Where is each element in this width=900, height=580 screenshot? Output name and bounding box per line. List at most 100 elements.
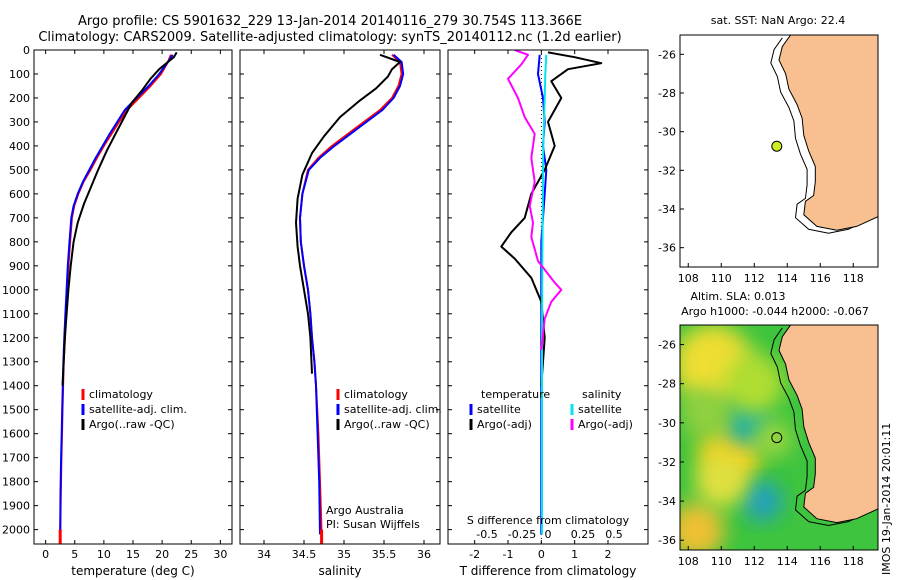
x-tick-label: 2 [605, 548, 612, 561]
x-tick-label: 5 [71, 548, 78, 561]
legend-entry: Argo(-adj) [578, 418, 633, 431]
sla-anomaly-7 [756, 420, 793, 457]
x-tick-label-top: -0.25 [508, 528, 536, 541]
salinity-series-1 [299, 54, 405, 535]
y-tick-label: -34 [658, 203, 676, 216]
x-tick-label: 15 [126, 548, 140, 561]
land [778, 35, 878, 267]
legend-entry: satellite-adj. clim. [89, 403, 187, 416]
y-tick-label: 200 [9, 92, 30, 105]
annotation: PI: Susan Wijffels [326, 518, 420, 531]
x-tick-label-top: 0.5 [605, 528, 623, 541]
y-tick-label: -32 [658, 164, 676, 177]
y-tick-label: 1400 [2, 380, 30, 393]
y-tick-label: -32 [658, 456, 676, 469]
sst_map-area [770, 35, 878, 267]
x-tick-label: 35 [337, 548, 351, 561]
y-tick-label: -28 [658, 87, 676, 100]
y-tick-label: -30 [658, 417, 676, 430]
x-tick-label: 25 [184, 548, 198, 561]
x-tick-label: 36 [417, 548, 431, 561]
x-tick-label: 118 [843, 272, 864, 285]
sla_map-area [680, 325, 878, 550]
shelf-contour [770, 37, 871, 234]
x-tick-label: 112 [744, 272, 765, 285]
y-tick-label: 1000 [2, 284, 30, 297]
y-tick-label: 800 [9, 236, 30, 249]
x-tick-label: -2 [469, 548, 480, 561]
shelf-contour [770, 327, 871, 527]
x-tick-label: 0 [42, 548, 49, 561]
sla-anomaly-5 [724, 353, 785, 414]
x-tick-label: 35.5 [372, 548, 397, 561]
legend-entry: satellite [477, 403, 521, 416]
legend-entry: Argo(..raw -QC) [89, 418, 175, 431]
x-tick-label: 108 [678, 272, 699, 285]
difference-series-1 [500, 51, 603, 386]
y-tick-label: 1300 [2, 356, 30, 369]
y-tick-label: -26 [658, 339, 676, 352]
legend-entry: Argo(-adj) [477, 418, 532, 431]
y-tick-label: -30 [658, 126, 676, 139]
x-tick-label: 114 [777, 555, 798, 568]
x-tick-label: 34.5 [292, 548, 317, 561]
map-title-line1: Altim. SLA: 0.013 [690, 290, 785, 303]
x-tick-label: 108 [678, 555, 699, 568]
y-tick-label: 900 [9, 260, 30, 273]
legend-entry: Argo(..raw -QC) [344, 418, 430, 431]
y-tick-label: -28 [658, 378, 676, 391]
y-tick-label: 700 [9, 212, 30, 225]
float-marker [771, 432, 783, 444]
sla-anomaly-4 [742, 481, 783, 522]
y-tick-label: -34 [658, 495, 676, 508]
y-tick-label: 1700 [2, 452, 30, 465]
temperature-series-2 [61, 51, 178, 386]
y-tick-label: -36 [658, 534, 676, 547]
map-title: sat. SST: NaN Argo: 22.4 [711, 14, 845, 27]
y-tick-label: 0 [23, 44, 30, 57]
y-tick-label: 500 [9, 164, 30, 177]
chart-title-line2: Climatology: CARS2009. Satellite-adjuste… [38, 30, 622, 45]
legend-entry: temperature [481, 388, 550, 401]
map-title-line2: Argo h1000: -0.044 h2000: -0.067 [681, 305, 869, 318]
salinity-series-0 [299, 54, 403, 535]
temperature-frame [33, 49, 233, 545]
y-tick-label: 1800 [2, 476, 30, 489]
sla_map-frame [679, 324, 879, 551]
x-tick-label: 0 [538, 548, 545, 561]
x-tick-label: 118 [843, 555, 864, 568]
temperature-plot [59, 51, 178, 535]
x-tick-label: 110 [711, 555, 732, 568]
temperature-series-0 [59, 54, 172, 535]
x-axis-label: salinity [318, 564, 361, 578]
y-tick-label: 300 [9, 116, 30, 129]
imos-stamp: IMOS 19-Jan-2014 20:01:11 [880, 422, 893, 575]
difference-plot [500, 50, 603, 544]
y-tick-label: 1900 [2, 500, 30, 513]
sst_map-frame [679, 34, 879, 268]
chart-title-line1: Argo profile: CS 5901632_229 13-Jan-2014… [77, 14, 583, 29]
annotation: Argo Australia [326, 504, 404, 517]
y-tick-label: 400 [9, 140, 30, 153]
float-marker [771, 140, 783, 152]
y-tick-label: 100 [9, 68, 30, 81]
sla-anomaly-8 [680, 388, 730, 439]
difference-series-2 [541, 54, 548, 535]
x-tick-label: 1 [571, 548, 578, 561]
y-tick-label: -36 [658, 242, 676, 255]
salinity-frame [239, 49, 441, 545]
y-tick-label: 1200 [2, 332, 30, 345]
y-tick-label: 600 [9, 188, 30, 201]
land [778, 325, 878, 550]
x-tick-label: 116 [810, 272, 831, 285]
legend-entry: satellite [578, 403, 622, 416]
x-axis-label-top: S difference from climatology [467, 514, 630, 527]
x-tick-label: 20 [155, 548, 169, 561]
legend-entry: climatology [344, 388, 408, 401]
y-tick-label: -26 [658, 48, 676, 61]
x-tick-label: 116 [810, 555, 831, 568]
legend-entry: salinity [582, 388, 622, 401]
x-tick-label: 34 [257, 548, 271, 561]
salinity-series-2 [295, 53, 401, 374]
